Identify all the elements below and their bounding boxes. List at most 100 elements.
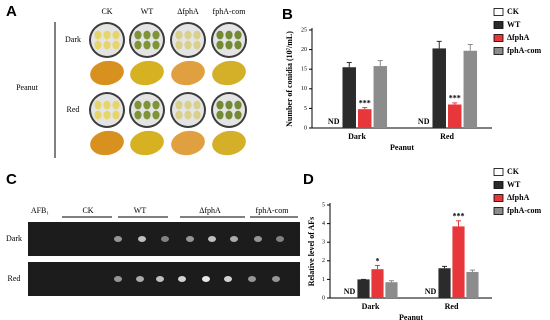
- colony: [184, 40, 192, 50]
- lane-label: AFB₁: [31, 206, 50, 215]
- y-axis-label: Number of conidia (10⁷/mL): [285, 31, 294, 127]
- colony: [112, 100, 120, 110]
- colony: [152, 40, 160, 50]
- legend-swatch: [493, 34, 504, 42]
- kernel: [90, 130, 124, 156]
- colony: [193, 40, 201, 50]
- gel-spot: [202, 276, 210, 282]
- colony: [175, 40, 183, 50]
- legend-swatch: [493, 181, 504, 189]
- bar: [371, 269, 384, 298]
- legend-swatch: [493, 207, 504, 215]
- legend-swatch: [493, 21, 504, 29]
- legend-label: WT: [507, 180, 521, 189]
- colony: [134, 110, 142, 120]
- bar: [438, 268, 451, 298]
- y-tick-label: 0: [304, 125, 307, 131]
- legend-label: fphA-com: [507, 206, 542, 215]
- colony: [94, 40, 102, 50]
- y-tick-label: 1: [322, 277, 325, 283]
- colony: [134, 30, 142, 40]
- colony: [234, 40, 242, 50]
- lane-label: CK: [82, 206, 93, 215]
- kernel: [130, 60, 164, 86]
- y-tick-label: 3: [322, 240, 325, 246]
- colony: [112, 110, 120, 120]
- gel-spot: [114, 236, 122, 242]
- legend-swatch: [493, 168, 504, 176]
- colony: [94, 100, 102, 110]
- y-tick-label: 10: [301, 86, 307, 92]
- colony: [112, 30, 120, 40]
- x-axis-label: Peanut: [399, 313, 423, 320]
- legend-swatch: [493, 8, 504, 16]
- plate-inner: [172, 24, 204, 56]
- bar: [463, 50, 478, 128]
- colony: [234, 30, 242, 40]
- colony: [234, 100, 242, 110]
- gel-spot: [276, 236, 284, 242]
- column-label: fphA-com: [213, 7, 247, 16]
- colony: [225, 30, 233, 40]
- colony: [193, 30, 201, 40]
- colony: [225, 100, 233, 110]
- colony: [94, 30, 102, 40]
- gel-spot: [136, 276, 144, 282]
- bar: [357, 279, 370, 298]
- column-label: CK: [101, 7, 112, 16]
- lane-label: WT: [134, 206, 147, 215]
- column-label: WT: [141, 7, 154, 16]
- legend-label: CK: [507, 167, 520, 176]
- group-label: Peanut: [16, 83, 39, 92]
- gel-spot: [248, 276, 256, 282]
- value-label: ND: [418, 117, 430, 126]
- kernel: [212, 130, 246, 156]
- plate-inner: [213, 94, 245, 126]
- gel-spot: [156, 276, 164, 282]
- legend-label: CK: [507, 7, 520, 16]
- significance: ***: [452, 212, 464, 221]
- plate-inner: [131, 94, 163, 126]
- bar: [358, 109, 372, 128]
- value-label: ND: [425, 287, 437, 296]
- colony: [103, 30, 111, 40]
- colony: [143, 30, 151, 40]
- y-tick-label: 5: [322, 202, 325, 208]
- colony: [216, 100, 224, 110]
- legend-label: ΔfphA: [507, 193, 530, 202]
- gel-spot: [114, 276, 122, 282]
- plate-inner: [131, 24, 163, 56]
- row-label: Red: [67, 105, 80, 114]
- colony: [103, 100, 111, 110]
- colony: [134, 40, 142, 50]
- colony: [225, 40, 233, 50]
- gel-spot: [254, 236, 262, 242]
- colony: [216, 30, 224, 40]
- significance: *: [375, 256, 379, 265]
- bar: [342, 67, 356, 128]
- lane-label: fphA-com: [256, 206, 290, 215]
- colony: [175, 100, 183, 110]
- y-tick-label: 25: [301, 27, 307, 33]
- value-label: ND: [344, 287, 356, 296]
- colony: [134, 100, 142, 110]
- x-tick-label: Red: [445, 302, 459, 311]
- plate-inner: [172, 94, 204, 126]
- y-tick-label: 5: [304, 106, 307, 112]
- y-tick-label: 4: [322, 221, 325, 227]
- kernel: [90, 60, 124, 86]
- bar: [385, 282, 398, 298]
- gel-spot: [272, 276, 280, 282]
- panel-label: A: [6, 3, 17, 20]
- legend-swatch: [493, 194, 504, 202]
- kernel: [212, 60, 246, 86]
- panel-label: B: [282, 6, 293, 23]
- colony: [94, 110, 102, 120]
- gel-spot: [230, 236, 238, 242]
- legend-label: fphA-com: [507, 46, 542, 55]
- gel-spot: [208, 236, 216, 242]
- plate-inner: [213, 24, 245, 56]
- gel-spot: [161, 236, 169, 242]
- panel-label: D: [303, 171, 314, 188]
